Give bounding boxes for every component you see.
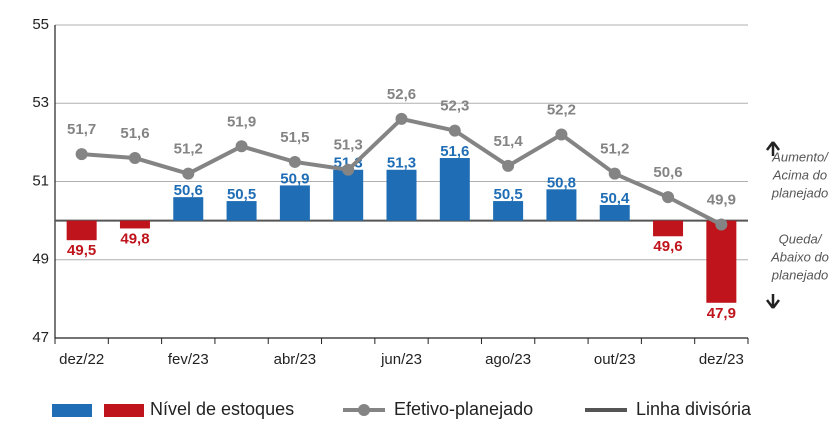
y-tick-label: 55 <box>32 16 49 33</box>
bar-value-label: 50,9 <box>280 170 309 187</box>
legend-swatch <box>52 404 92 417</box>
line-value-label: 52,2 <box>547 102 576 119</box>
x-tick-label: ago/23 <box>485 351 531 368</box>
line-value-label: 51,4 <box>494 133 524 150</box>
y-tick-label: 53 <box>32 94 49 111</box>
bar <box>333 169 364 221</box>
bar-value-label: 51,6 <box>440 143 469 160</box>
bar-value-label: 50,5 <box>227 186 256 203</box>
bar <box>279 185 310 221</box>
line-value-label: 52,6 <box>387 86 416 103</box>
line-point <box>128 152 141 165</box>
bar <box>119 220 150 229</box>
x-tick-label: jun/23 <box>380 351 422 368</box>
legend-label: Efetivo-planejado <box>394 399 533 419</box>
line-value-label: 51,7 <box>67 121 96 138</box>
bar <box>66 220 97 241</box>
bar-value-label: 50,5 <box>494 186 523 203</box>
line-point <box>502 159 515 172</box>
x-tick-label: fev/23 <box>168 351 209 368</box>
y-tick-label: 51 <box>32 172 49 189</box>
bar-value-label: 49,5 <box>67 242 96 259</box>
line-value-label: 50,6 <box>653 164 682 181</box>
bar <box>439 158 470 221</box>
y-tick-label: 47 <box>32 329 49 346</box>
x-tick-label: abr/23 <box>274 351 317 368</box>
line-point <box>182 167 195 180</box>
line-value-label: 51,3 <box>334 137 363 154</box>
legend-point <box>358 404 370 416</box>
legend-label: Linha divisória <box>636 399 752 419</box>
line-value-label: 51,9 <box>227 113 256 130</box>
bar-value-label: 49,8 <box>120 230 149 247</box>
line-point <box>342 163 355 176</box>
annotation: Aumento/ <box>771 149 829 164</box>
bar-value-label: 47,9 <box>707 305 736 322</box>
y-tick-label: 49 <box>32 251 49 268</box>
x-tick-label: dez/22 <box>59 351 104 368</box>
line-point <box>395 112 408 125</box>
annotation: planejado <box>771 185 828 200</box>
legend-swatch <box>104 404 144 417</box>
line-point <box>715 218 728 231</box>
x-tick-label: out/23 <box>594 351 636 368</box>
line-value-label: 51,6 <box>120 125 149 142</box>
annotation: Abaixo do <box>770 249 829 264</box>
line-point <box>235 140 248 153</box>
bar-value-label: 51,3 <box>387 155 416 172</box>
bar <box>493 201 524 221</box>
bar <box>226 201 257 221</box>
bar <box>653 220 684 237</box>
line-value-label: 52,3 <box>440 98 469 115</box>
line-point <box>608 167 621 180</box>
line-point <box>75 148 88 161</box>
line-point <box>448 124 461 137</box>
annotation: Acima do <box>772 167 827 182</box>
line-point <box>662 191 675 204</box>
line-value-label: 49,9 <box>707 192 736 209</box>
bar <box>599 204 630 221</box>
x-tick-label: dez/23 <box>699 351 744 368</box>
line-point <box>555 128 568 141</box>
bar <box>173 197 204 221</box>
annotation: planejado <box>771 267 828 282</box>
line-value-label: 51,2 <box>174 141 203 158</box>
line-value-label: 51,2 <box>600 141 629 158</box>
bar <box>706 220 737 303</box>
bar <box>386 169 417 221</box>
line-point <box>288 155 301 168</box>
bar-value-label: 50,8 <box>547 174 576 191</box>
down-arrow <box>766 294 780 309</box>
up-arrow <box>766 141 780 156</box>
annotation: Queda/ <box>779 231 823 246</box>
line-value-label: 51,5 <box>280 129 309 146</box>
bar-value-label: 49,6 <box>653 238 682 255</box>
bar-value-label: 50,4 <box>600 190 630 207</box>
legend-label: Nível de estoques <box>150 399 294 419</box>
bar <box>546 189 577 221</box>
bar-value-label: 50,6 <box>174 182 203 199</box>
